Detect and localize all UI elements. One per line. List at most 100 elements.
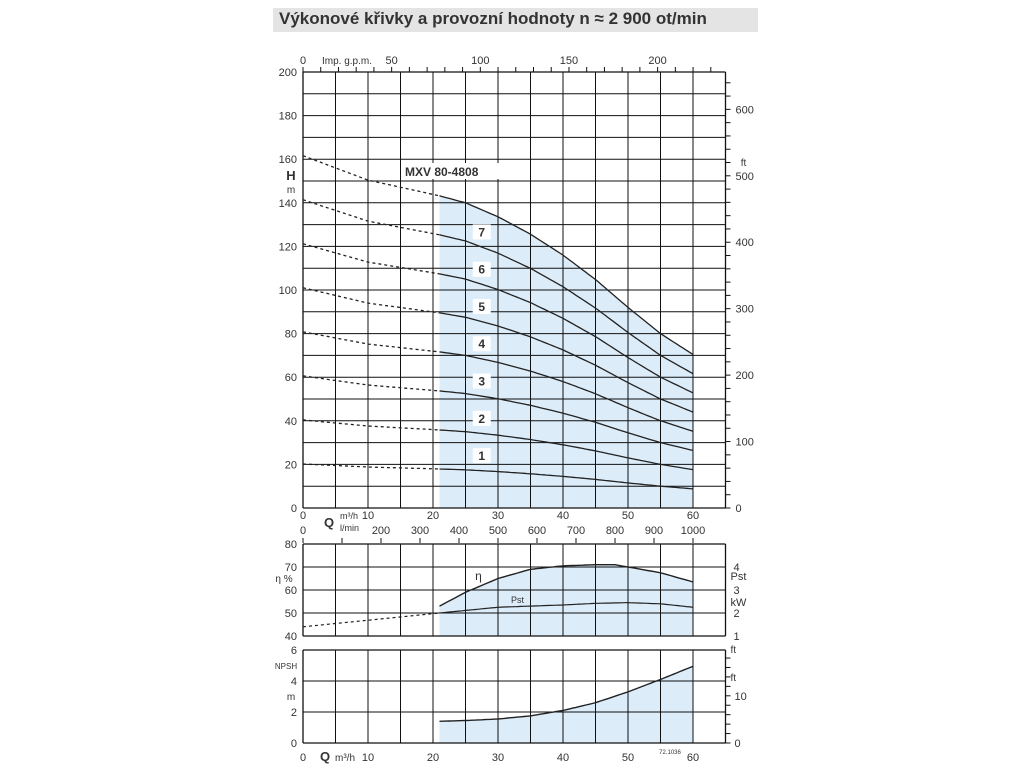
y-tick-label: 120 [279, 241, 297, 253]
eta-tick-label: 40 [285, 631, 297, 643]
curve-label-bg [472, 373, 491, 389]
x-tick-label-m3h: 50 [622, 510, 634, 522]
pst-curve-label: Pst [511, 595, 525, 605]
gpm-unit-label: Imp. g.p.m. [322, 56, 372, 67]
pst-tick-label: 1 [734, 631, 740, 643]
npsh-x-unit: m³/h [335, 753, 355, 764]
x-tick-label-lmin: 600 [528, 525, 546, 537]
x-tick-label-m3h: 30 [492, 510, 504, 522]
efficiency-shade [439, 564, 693, 636]
y2-tick-label: 500 [736, 171, 754, 183]
npsh-x-tick-label: 60 [687, 752, 699, 764]
model-label: MXV 80-4808 [405, 165, 479, 179]
stage-1-label: 1 [478, 449, 485, 463]
pst-curve [439, 601, 694, 614]
y2-unit-label: ft [741, 158, 747, 169]
y-unit-label: m [287, 185, 295, 196]
stage-6-label: 6 [478, 263, 485, 277]
gpm-tick-label: 100 [471, 55, 489, 67]
npsh-shade [439, 666, 693, 743]
x-tick-label-lmin: 400 [450, 525, 468, 537]
model-label-bg [403, 163, 501, 179]
x-tick-label-lmin: 900 [645, 525, 663, 537]
stage-5-label: 5 [478, 300, 485, 314]
pst-axis-label: Pst [731, 571, 747, 583]
y-tick-label: 40 [285, 416, 297, 428]
eta-tick-label: 80 [285, 539, 297, 551]
npsh-x-tick-label: 10 [362, 752, 374, 764]
x-axis-label: Q [324, 515, 334, 530]
y2-tick-label: 400 [736, 237, 754, 249]
y-axis-label: H [286, 168, 295, 183]
npsh-ft-unit-2: ft [731, 673, 737, 684]
stage-8-curve [439, 195, 694, 356]
x-tick-label-lmin: 500 [489, 525, 507, 537]
y-tick-label: 160 [279, 154, 297, 166]
eta-curve [439, 564, 694, 607]
chart-title: Výkonové křivky a provozní hodnoty n ≈ 2… [279, 9, 707, 28]
curve-label-bg [472, 448, 491, 464]
stage-5-curve [439, 312, 694, 413]
x-tick-label-lmin: 200 [372, 525, 390, 537]
y2-tick-label: 100 [736, 437, 754, 449]
stage-3-curve-extrapolated [302, 375, 440, 392]
y-tick-label: 0 [291, 503, 297, 515]
stage-7-label: 7 [478, 225, 485, 239]
stage-4-label: 4 [478, 337, 485, 351]
stage-1-curve [439, 468, 694, 490]
pst-tick-label: 4 [734, 562, 740, 574]
npsh-x-tick-label: 40 [557, 752, 569, 764]
y2-tick-label: 0 [736, 503, 742, 515]
curve-label-bg [472, 336, 491, 352]
pst-tick-label: 3 [734, 585, 740, 597]
y2-tick-label: 200 [736, 370, 754, 382]
y-tick-label: 20 [285, 459, 297, 471]
npsh-tick-label: 0 [291, 738, 297, 750]
npsh-ft-unit: ft [731, 645, 737, 656]
eta-curve-label: η [475, 569, 482, 583]
npsh-x-tick-label: 50 [622, 752, 634, 764]
y2-tick-label: 300 [736, 304, 754, 316]
npsh-x-tick-label: 30 [492, 752, 504, 764]
npsh-x-tick-label: 0 [300, 752, 306, 764]
y-tick-label: 180 [279, 111, 297, 123]
y-tick-label: 140 [279, 198, 297, 210]
npsh-tick-label: 6 [291, 645, 297, 657]
npsh-axis-label: NPSH [275, 662, 297, 671]
pst-curve-extrapolated [302, 612, 440, 628]
npsh-tick-label: 2 [291, 707, 297, 719]
stage-5-curve-extrapolated [302, 287, 440, 314]
gpm-tick-label: 200 [648, 55, 666, 67]
curve-label-bg [472, 298, 491, 314]
y-tick-label: 80 [285, 329, 297, 341]
x-tick-label-lmin: 1000 [681, 525, 705, 537]
npsh-x-axis-label: Q [320, 749, 330, 764]
x-tick-label-m3h: 10 [362, 510, 374, 522]
drawing-code: 72.1036 [659, 750, 681, 756]
pst-tick-label: 2 [734, 608, 740, 620]
x-tick-label-lmin: 300 [411, 525, 429, 537]
npsh-unit-label: m [287, 692, 295, 703]
curve-label-bg [472, 261, 491, 277]
x-tick-label-m3h: 20 [427, 510, 439, 522]
npsh-tick-label: 4 [291, 676, 297, 688]
x-tick-label-lmin: 0 [300, 525, 306, 537]
x-tick-label-m3h: 0 [300, 510, 306, 522]
stage-2-label: 2 [478, 412, 485, 426]
x-unit-lmin: l/min [340, 523, 359, 533]
y-tick-label: 200 [279, 67, 297, 79]
x-unit-m3h: m³/h [340, 511, 358, 521]
stage-1-curve-extrapolated [302, 463, 440, 470]
x-tick-label-m3h: 40 [557, 510, 569, 522]
stage-2-curve-extrapolated [302, 419, 440, 431]
y2-tick-label: 600 [736, 104, 754, 116]
stage-3-curve [439, 390, 694, 452]
stage-7-curve [439, 234, 694, 375]
y-tick-label: 100 [279, 285, 297, 297]
stage-8-curve-extrapolated [302, 155, 440, 197]
npsh-ft-tick-label: 10 [735, 691, 747, 703]
pst-unit-label: kW [731, 597, 748, 609]
eta-tick-label: 70 [285, 562, 297, 574]
npsh-curve [439, 665, 694, 722]
eta-tick-label: 50 [285, 608, 297, 620]
